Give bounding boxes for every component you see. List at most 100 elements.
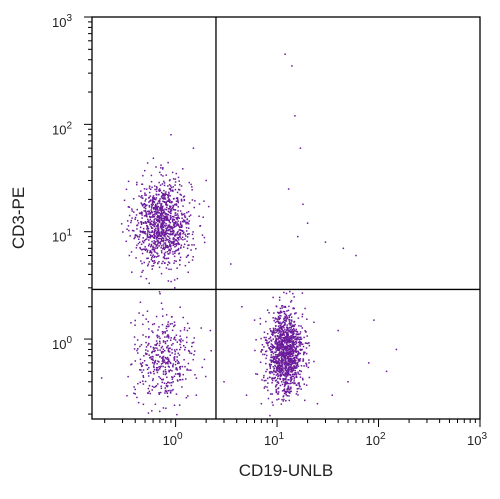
data-point	[170, 205, 172, 208]
data-point	[164, 361, 166, 364]
data-point	[152, 242, 155, 244]
data-point	[293, 356, 295, 359]
data-point	[285, 313, 287, 316]
data-point	[134, 324, 136, 326]
data-point	[286, 373, 288, 376]
data-point	[285, 354, 287, 357]
data-point	[292, 367, 295, 370]
data-point	[260, 337, 262, 340]
data-point	[275, 356, 277, 358]
data-point	[304, 307, 306, 310]
data-point	[294, 360, 296, 363]
data-point	[209, 329, 212, 332]
data-point	[153, 207, 155, 209]
data-point	[146, 251, 149, 253]
data-point	[294, 363, 297, 365]
data-point	[278, 368, 280, 370]
data-point	[158, 209, 161, 211]
data-point	[292, 340, 294, 342]
data-point	[156, 216, 159, 218]
data-point	[286, 345, 288, 347]
data-point	[265, 354, 268, 357]
data-point	[283, 363, 286, 365]
data-point	[305, 363, 308, 366]
data-point	[151, 201, 154, 203]
data-point	[140, 221, 142, 223]
data-point	[287, 372, 289, 374]
data-point	[177, 206, 179, 208]
data-point	[298, 339, 301, 341]
data-point	[153, 246, 155, 249]
data-point	[177, 247, 180, 250]
data-point	[287, 334, 289, 336]
data-point	[177, 242, 180, 245]
data-point	[136, 219, 139, 222]
data-point	[144, 210, 147, 212]
data-point	[285, 399, 287, 402]
data-point	[279, 334, 282, 337]
data-point	[149, 211, 152, 214]
data-point	[148, 251, 151, 254]
data-point	[154, 204, 157, 207]
data-point	[279, 307, 282, 310]
data-point	[160, 164, 162, 166]
data-point	[153, 262, 155, 265]
data-point	[134, 360, 137, 362]
data-point	[241, 305, 243, 308]
data-point	[155, 368, 158, 371]
data-point	[174, 222, 176, 225]
data-point	[293, 358, 296, 361]
data-point	[296, 364, 298, 366]
data-point	[287, 348, 289, 350]
data-point	[271, 356, 274, 359]
data-point	[173, 240, 176, 243]
data-point	[271, 393, 274, 395]
data-point	[297, 373, 300, 375]
data-point	[278, 355, 280, 357]
data-point	[303, 352, 305, 354]
data-point	[165, 389, 167, 392]
data-point	[279, 317, 282, 319]
data-point	[178, 404, 181, 406]
data-point	[284, 390, 287, 393]
data-point	[276, 356, 279, 358]
data-point	[155, 244, 158, 246]
data-point	[190, 369, 192, 371]
data-point	[174, 188, 177, 191]
data-point	[280, 354, 282, 356]
data-point	[142, 203, 144, 206]
data-point	[142, 375, 144, 377]
data-point	[141, 252, 144, 255]
data-point	[165, 363, 167, 365]
data-point	[285, 367, 288, 369]
data-point	[163, 221, 166, 224]
data-point	[165, 314, 168, 316]
data-point	[284, 342, 286, 344]
data-point	[275, 348, 277, 350]
data-point	[161, 183, 164, 185]
data-point	[151, 361, 154, 364]
data-point	[294, 350, 296, 352]
data-point	[355, 254, 357, 257]
data-point	[172, 253, 174, 255]
data-point	[305, 331, 307, 333]
data-point	[172, 250, 174, 253]
data-point	[281, 353, 284, 355]
data-point	[172, 376, 174, 379]
data-point	[299, 360, 301, 362]
data-point	[155, 256, 158, 258]
data-point	[168, 245, 170, 247]
data-point	[128, 229, 130, 232]
data-point	[291, 334, 294, 336]
data-point	[177, 234, 180, 236]
data-point	[280, 331, 283, 333]
data-point	[155, 209, 157, 211]
data-point	[292, 359, 294, 362]
data-point	[140, 190, 142, 192]
data-point	[190, 183, 192, 186]
data-point	[272, 366, 274, 368]
data-point	[134, 216, 137, 219]
data-point	[141, 217, 143, 219]
data-point	[301, 343, 304, 345]
data-point	[265, 320, 267, 323]
